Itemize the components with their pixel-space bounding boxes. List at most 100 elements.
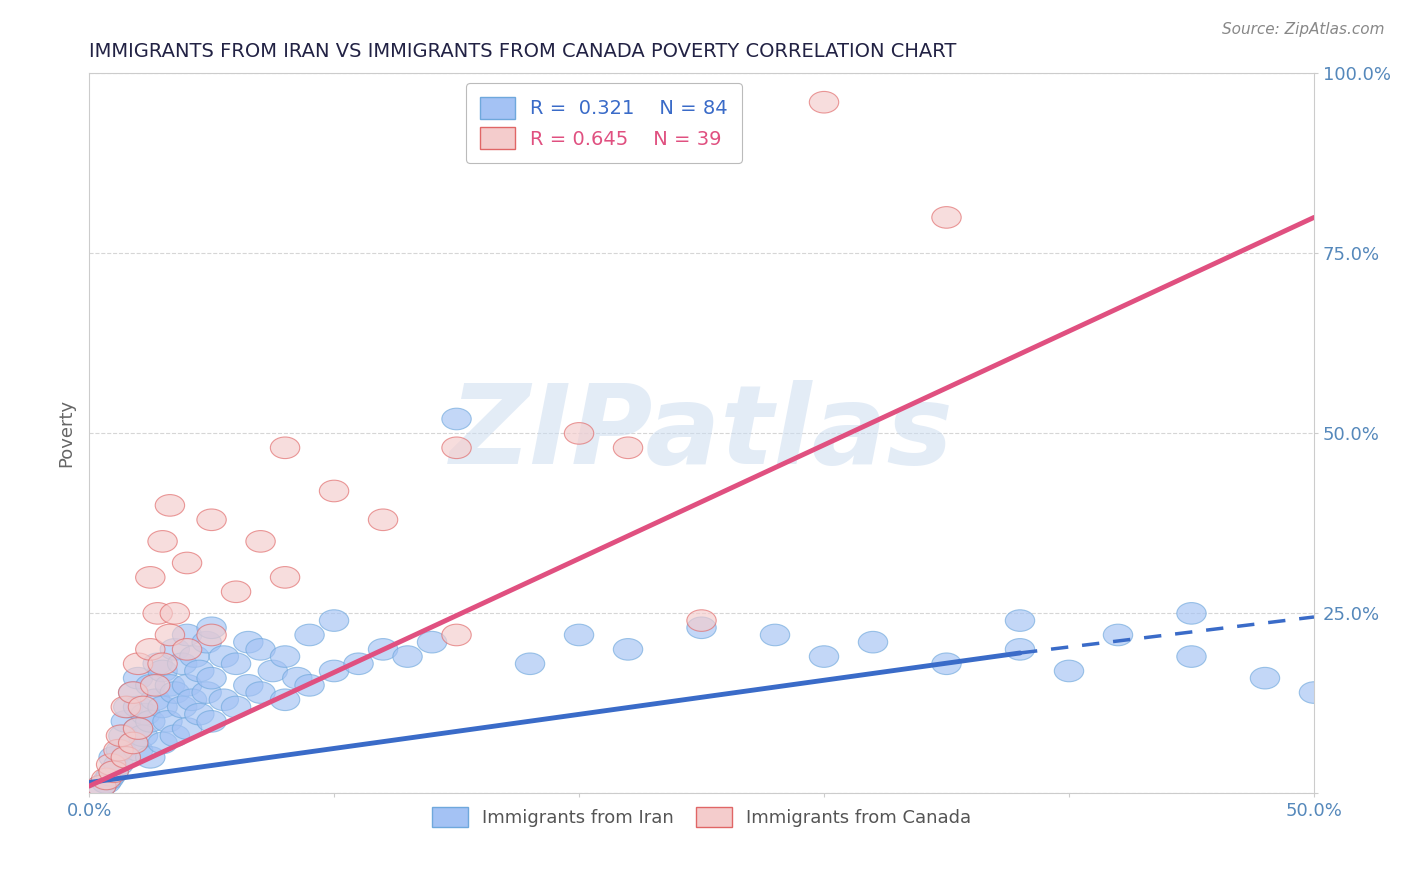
Ellipse shape xyxy=(368,639,398,660)
Ellipse shape xyxy=(259,660,287,681)
Ellipse shape xyxy=(155,624,184,646)
Ellipse shape xyxy=(686,617,716,639)
Y-axis label: Poverty: Poverty xyxy=(58,400,75,467)
Ellipse shape xyxy=(124,739,153,761)
Ellipse shape xyxy=(124,718,153,739)
Ellipse shape xyxy=(233,632,263,653)
Ellipse shape xyxy=(173,552,201,574)
Ellipse shape xyxy=(319,660,349,681)
Ellipse shape xyxy=(564,423,593,444)
Ellipse shape xyxy=(197,667,226,689)
Ellipse shape xyxy=(98,761,128,782)
Ellipse shape xyxy=(270,437,299,458)
Ellipse shape xyxy=(270,646,299,667)
Ellipse shape xyxy=(221,696,250,718)
Ellipse shape xyxy=(319,610,349,632)
Ellipse shape xyxy=(160,725,190,747)
Ellipse shape xyxy=(148,732,177,754)
Text: Source: ZipAtlas.com: Source: ZipAtlas.com xyxy=(1222,22,1385,37)
Ellipse shape xyxy=(686,610,716,632)
Ellipse shape xyxy=(295,624,325,646)
Ellipse shape xyxy=(87,775,117,797)
Ellipse shape xyxy=(155,494,184,516)
Ellipse shape xyxy=(160,639,190,660)
Ellipse shape xyxy=(613,639,643,660)
Ellipse shape xyxy=(124,696,153,718)
Ellipse shape xyxy=(184,704,214,725)
Ellipse shape xyxy=(128,696,157,718)
Ellipse shape xyxy=(141,689,170,711)
Ellipse shape xyxy=(91,772,121,793)
Ellipse shape xyxy=(148,696,177,718)
Ellipse shape xyxy=(128,725,157,747)
Ellipse shape xyxy=(810,646,839,667)
Ellipse shape xyxy=(1104,624,1133,646)
Ellipse shape xyxy=(197,617,226,639)
Ellipse shape xyxy=(319,480,349,502)
Ellipse shape xyxy=(932,207,962,228)
Ellipse shape xyxy=(344,653,373,674)
Ellipse shape xyxy=(1250,667,1279,689)
Ellipse shape xyxy=(173,718,201,739)
Ellipse shape xyxy=(173,639,201,660)
Ellipse shape xyxy=(97,764,125,786)
Ellipse shape xyxy=(108,725,138,747)
Ellipse shape xyxy=(209,646,239,667)
Ellipse shape xyxy=(153,711,183,732)
Ellipse shape xyxy=(155,674,184,696)
Ellipse shape xyxy=(87,775,117,797)
Ellipse shape xyxy=(148,653,177,674)
Ellipse shape xyxy=(104,739,134,761)
Ellipse shape xyxy=(111,747,141,768)
Ellipse shape xyxy=(167,696,197,718)
Text: IMMIGRANTS FROM IRAN VS IMMIGRANTS FROM CANADA POVERTY CORRELATION CHART: IMMIGRANTS FROM IRAN VS IMMIGRANTS FROM … xyxy=(89,42,956,61)
Ellipse shape xyxy=(107,739,135,761)
Ellipse shape xyxy=(135,566,165,588)
Ellipse shape xyxy=(516,653,544,674)
Ellipse shape xyxy=(441,409,471,430)
Ellipse shape xyxy=(1299,681,1329,704)
Ellipse shape xyxy=(932,653,962,674)
Ellipse shape xyxy=(167,653,197,674)
Ellipse shape xyxy=(613,437,643,458)
Ellipse shape xyxy=(197,711,226,732)
Ellipse shape xyxy=(221,653,250,674)
Ellipse shape xyxy=(124,653,153,674)
Ellipse shape xyxy=(135,639,165,660)
Ellipse shape xyxy=(392,646,422,667)
Ellipse shape xyxy=(197,509,226,531)
Ellipse shape xyxy=(118,681,148,704)
Ellipse shape xyxy=(104,754,134,775)
Ellipse shape xyxy=(184,660,214,681)
Ellipse shape xyxy=(221,581,250,603)
Ellipse shape xyxy=(368,509,398,531)
Ellipse shape xyxy=(173,674,201,696)
Ellipse shape xyxy=(270,689,299,711)
Ellipse shape xyxy=(160,681,190,704)
Ellipse shape xyxy=(160,603,190,624)
Ellipse shape xyxy=(148,660,177,681)
Ellipse shape xyxy=(1054,660,1084,681)
Ellipse shape xyxy=(193,632,221,653)
Ellipse shape xyxy=(193,681,221,704)
Ellipse shape xyxy=(131,704,160,725)
Ellipse shape xyxy=(143,603,173,624)
Ellipse shape xyxy=(761,624,790,646)
Ellipse shape xyxy=(135,747,165,768)
Ellipse shape xyxy=(98,761,128,782)
Ellipse shape xyxy=(209,689,239,711)
Ellipse shape xyxy=(1177,603,1206,624)
Ellipse shape xyxy=(246,639,276,660)
Ellipse shape xyxy=(118,732,148,754)
Ellipse shape xyxy=(283,667,312,689)
Ellipse shape xyxy=(91,768,121,789)
Ellipse shape xyxy=(441,624,471,646)
Text: ZIPatlas: ZIPatlas xyxy=(450,380,953,487)
Legend: Immigrants from Iran, Immigrants from Canada: Immigrants from Iran, Immigrants from Ca… xyxy=(425,799,979,835)
Ellipse shape xyxy=(111,747,141,768)
Ellipse shape xyxy=(1005,610,1035,632)
Ellipse shape xyxy=(111,696,141,718)
Ellipse shape xyxy=(197,624,226,646)
Ellipse shape xyxy=(418,632,447,653)
Ellipse shape xyxy=(1177,646,1206,667)
